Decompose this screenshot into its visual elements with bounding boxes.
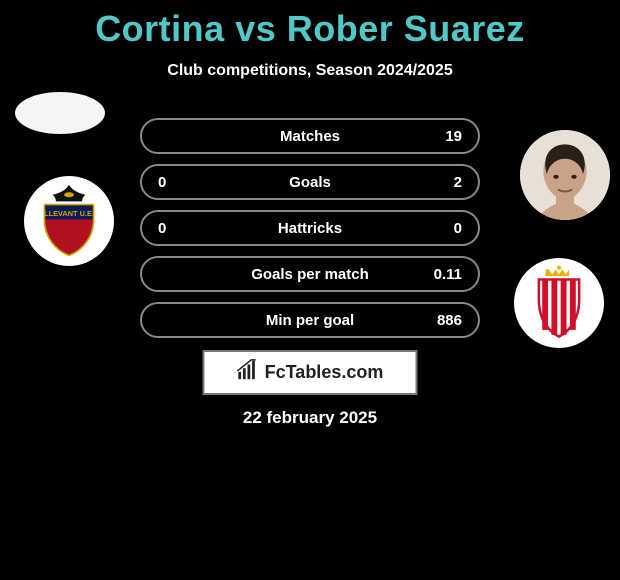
stat-label: Min per goal [266, 312, 354, 329]
stats-block: Matches 19 0 Goals 2 0 Hattricks 0 Goals… [140, 118, 480, 348]
stat-right-value: 19 [428, 128, 462, 145]
branding-text: FcTables.com [265, 362, 384, 383]
page-title: Cortina vs Rober Suarez [0, 0, 620, 50]
stat-left-value: 0 [158, 174, 192, 191]
stat-left-value: 0 [158, 220, 192, 237]
page-subtitle: Club competitions, Season 2024/2025 [0, 62, 620, 80]
stat-right-value: 886 [428, 312, 462, 329]
stat-right-value: 0 [428, 220, 462, 237]
stat-right-value: 0.11 [428, 266, 462, 283]
stat-row: Min per goal 886 [140, 302, 480, 338]
stat-label: Goals per match [251, 266, 369, 283]
club-crest-left: LLEVANT U.E. [24, 176, 114, 266]
stat-row: Goals per match 0.11 [140, 256, 480, 292]
stat-label: Goals [289, 174, 331, 191]
stat-row: Matches 19 [140, 118, 480, 154]
club-crest-right [514, 258, 604, 348]
stat-label: Hattricks [278, 220, 342, 237]
branding-logo-box[interactable]: FcTables.com [203, 350, 418, 395]
stat-row: 0 Goals 2 [140, 164, 480, 200]
stat-label: Matches [280, 128, 340, 145]
svg-text:LLEVANT U.E.: LLEVANT U.E. [44, 209, 94, 218]
player-left-avatar [15, 92, 105, 134]
update-date: 22 february 2025 [0, 408, 620, 428]
stat-row: 0 Hattricks 0 [140, 210, 480, 246]
player-right-avatar [520, 130, 610, 220]
stat-right-value: 2 [428, 174, 462, 191]
bar-chart-icon [237, 359, 259, 386]
